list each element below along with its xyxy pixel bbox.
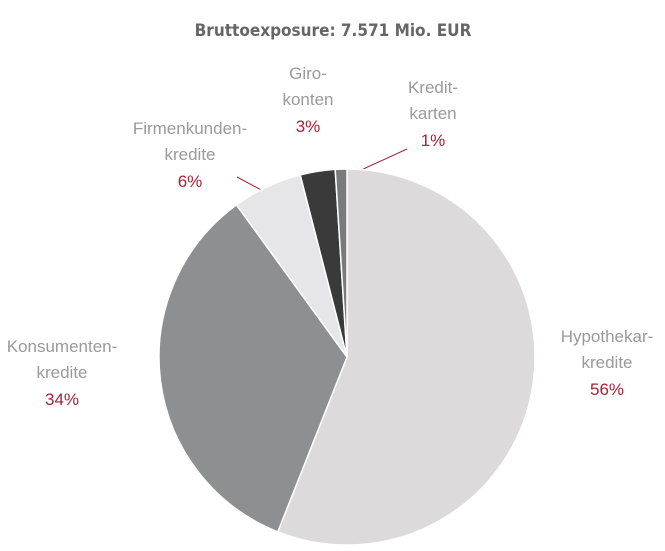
category-label: Firmenkunden-kredite — [133, 119, 247, 164]
category-label-line: karten — [409, 104, 456, 123]
category-label-line: konten — [282, 90, 333, 109]
value-label: 1% — [421, 131, 446, 150]
pie-slice — [158, 203, 348, 533]
category-label-line: kredite — [36, 363, 87, 382]
value-label: 34% — [45, 390, 79, 409]
category-label-line: Konsumenten- — [7, 337, 118, 356]
category-label: Giro-konten — [282, 64, 333, 109]
value-label: 6% — [178, 172, 203, 191]
value-label: 3% — [296, 117, 321, 136]
category-label-line: Kredit- — [408, 78, 458, 97]
category-label-line: Hypothekar- — [561, 327, 654, 346]
category-label-line: Giro- — [289, 64, 327, 83]
category-label-line: kredite — [164, 145, 215, 164]
category-label-line: kredite — [581, 353, 632, 372]
category-label: Kredit-karten — [408, 78, 458, 123]
category-label-line: Firmenkunden- — [133, 119, 247, 138]
category-label: Hypothekar-kredite — [561, 327, 654, 372]
value-label: 56% — [590, 380, 624, 399]
category-label: Konsumenten-kredite — [7, 337, 118, 382]
pie-slice — [276, 168, 536, 546]
pie-slice — [334, 168, 348, 358]
chart-title: Bruttoexposure: 7.571 Mio. EUR — [195, 21, 472, 41]
